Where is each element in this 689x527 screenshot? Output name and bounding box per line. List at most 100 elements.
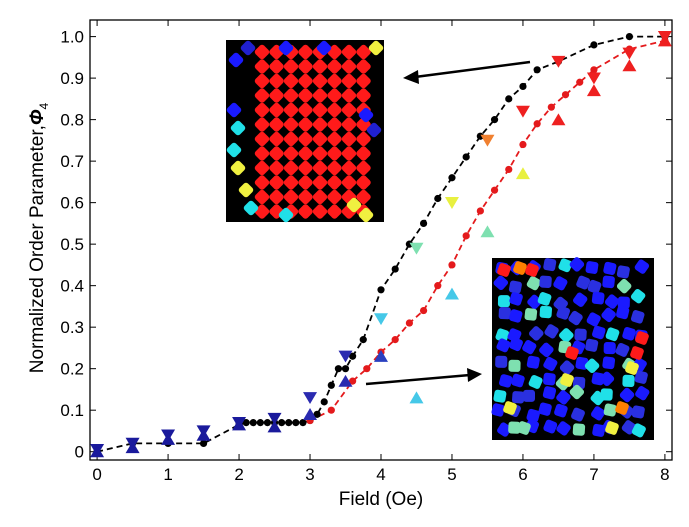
data-point-circle <box>547 103 555 111</box>
data-point-circle <box>334 365 343 373</box>
data-point-circle <box>263 419 272 427</box>
data-point-triangle-down <box>374 313 388 326</box>
inset-particle <box>522 340 537 355</box>
data-point-circle <box>490 116 499 124</box>
y-tick-label: 0.4 <box>60 277 84 296</box>
inset-particle <box>537 292 552 306</box>
inset-particle <box>312 88 328 103</box>
inset-particle <box>491 403 505 417</box>
inset-particle <box>356 189 371 205</box>
inset-particle <box>254 73 270 89</box>
inset-particle <box>493 389 507 403</box>
data-point-circle <box>490 186 499 194</box>
data-point-circle <box>299 419 307 427</box>
inset-particle <box>230 120 246 136</box>
inset-particle <box>603 261 617 275</box>
inset-particle <box>356 73 371 89</box>
inset-particle <box>298 88 313 103</box>
inset-particle <box>312 59 328 74</box>
inset-particle <box>269 160 284 176</box>
inset-particle <box>356 160 371 176</box>
y-tick-labels: 0 0.1 0.2 0.3 0.4 0.5 0.6 0.7 0.8 0.9 1.0 <box>60 28 84 462</box>
inset-particle <box>269 102 284 118</box>
inset-particle <box>635 331 649 345</box>
inset-particle <box>283 160 299 176</box>
inset-particle <box>312 131 328 147</box>
inset-particle <box>283 59 299 74</box>
y-tick-label: 0.1 <box>60 401 84 420</box>
inset-particle <box>622 327 636 341</box>
inset-particle <box>526 355 540 369</box>
data-point-triangle-up <box>303 408 318 420</box>
inset-particle <box>630 310 645 324</box>
inset-particle <box>509 309 523 323</box>
inset-particle <box>603 403 617 417</box>
svg-text:Normalized Order Parameter,Φ4: Normalized Order Parameter,Φ4 <box>27 102 51 373</box>
data-point-triangle-down <box>267 412 282 425</box>
inset-particle <box>298 59 313 74</box>
inset-particle <box>634 259 650 274</box>
inset-particle <box>341 88 357 103</box>
inset-particle <box>312 102 328 118</box>
data-point-circle <box>391 336 399 344</box>
data-point-circle <box>561 91 570 99</box>
data-point-triangle-up <box>374 349 388 362</box>
inset-particle <box>298 160 313 176</box>
inset-particle <box>356 44 371 60</box>
inset-particle <box>341 175 357 190</box>
inset-particle <box>538 402 552 416</box>
x-tick-label: 8 <box>660 465 669 484</box>
data-point-triangle-up <box>444 287 459 300</box>
data-point-circle <box>448 174 456 182</box>
data-point-triangle-up <box>551 113 566 126</box>
inset-particle <box>366 122 382 138</box>
inset-particle <box>509 292 523 306</box>
data-point-circle <box>505 165 513 174</box>
y-tick-label: 0.8 <box>60 111 84 130</box>
x-tick-labels: 0 1 2 3 4 5 6 7 8 <box>92 465 669 484</box>
data-point-triangle-up <box>586 84 601 97</box>
data-point-circle <box>249 419 257 427</box>
inset-particle <box>568 310 583 326</box>
data-point-triangle-down <box>444 197 459 209</box>
inset-particle <box>341 146 357 161</box>
inset-particle <box>269 189 284 205</box>
inset-particle <box>312 189 328 205</box>
inset-particle <box>622 374 635 388</box>
inset-ordered-lattice-image <box>226 40 384 223</box>
inset-particle <box>254 160 270 176</box>
inset-particle <box>602 356 616 370</box>
inset-particle <box>283 175 299 190</box>
data-point-circle <box>519 82 527 91</box>
inset-particle <box>585 338 599 352</box>
inset-particle <box>513 261 527 275</box>
data-point-triangle-up <box>90 445 105 458</box>
inset-particle <box>298 73 313 89</box>
inset-particle <box>356 88 371 103</box>
data-point-circle <box>533 66 541 74</box>
inset-particle <box>230 160 246 176</box>
inset-particle <box>356 146 371 161</box>
inset-particle <box>278 207 294 223</box>
data-point-circle <box>576 78 584 86</box>
inset-particle <box>298 204 313 219</box>
data-point-triangle-down <box>515 105 530 118</box>
inset-particle <box>312 160 328 176</box>
inset-particle <box>542 386 557 400</box>
inset-particle <box>312 204 328 219</box>
data-point-triangle-up <box>196 428 211 441</box>
y-tick-label: 0.2 <box>60 360 84 379</box>
inset-particle <box>526 408 540 423</box>
data-point-circle <box>462 232 470 240</box>
inset-particle <box>327 175 342 190</box>
inset-particle <box>327 73 342 89</box>
inset-particle <box>356 175 371 190</box>
inset-particle <box>503 401 517 415</box>
inset-particle <box>254 117 270 132</box>
inset-particle <box>327 146 342 161</box>
inset-particle <box>591 372 605 386</box>
inset-particle <box>497 422 512 437</box>
inset-particle <box>558 258 573 273</box>
inset-particle <box>254 102 270 118</box>
fit-line-red <box>309 39 666 422</box>
